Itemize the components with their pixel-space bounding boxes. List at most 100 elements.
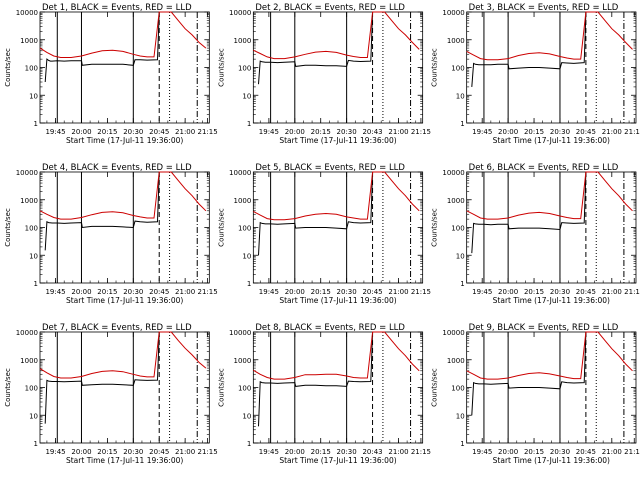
events-series-line [44,331,170,424]
y-tick-label: 10000 [16,9,38,17]
x-tick-label: 20:30 [123,128,143,136]
x-tick-label: 20:43 [362,448,382,456]
x-axis-label: Start Time (17-Jul-11 19:36:00) [493,136,610,145]
x-tick-label: 21:00 [175,128,195,136]
y-tick-label: 10000 [442,9,464,17]
x-tick-label: 21:15 [198,128,218,136]
x-axis-label: Start Time (17-Jul-11 19:36:00) [493,456,610,465]
y-tick-label: 1000 [20,37,38,45]
x-tick-label: 19:45 [472,448,492,456]
chart-title: Det 5, BLACK = Events, RED = LLD [255,163,405,173]
x-axis-label: Start Time (17-Jul-11 19:36:00) [279,456,396,465]
y-axis-label: Counts/sec [4,368,12,407]
x-tick-label: 20:15 [311,288,331,296]
x-tick-label: 20:00 [71,128,91,136]
y-tick-label: 10000 [442,169,464,177]
y-tick-label: 10 [242,92,251,100]
x-axis-label: Start Time (17-Jul-11 19:36:00) [279,136,396,145]
plot-frame [39,11,210,124]
x-tick-label: 20:00 [285,288,305,296]
x-tick-label: 20:45 [576,288,596,296]
lld-series-line [39,331,207,379]
plot-frame [466,171,637,284]
x-tick-label: 21:00 [602,448,622,456]
events-series-line [471,11,597,87]
x-tick-label: 21:15 [624,288,640,296]
plot-frame [466,11,637,124]
x-tick-label: 20:45 [362,288,382,296]
y-tick-label: 10000 [442,329,464,337]
lld-series-line [253,171,420,221]
y-tick-label: 1000 [447,357,465,365]
x-tick-label: 19:45 [45,288,65,296]
x-tick-label: 21:00 [388,448,408,456]
lld-series-line [39,11,207,58]
y-tick-label: 1 [34,280,38,288]
y-tick-label: 100 [451,65,464,73]
x-tick-label: 20:30 [123,448,143,456]
plot-frame [39,331,210,444]
events-series-line [44,11,170,83]
x-tick-label: 20:45 [576,128,596,136]
y-tick-label: 1 [247,280,251,288]
y-tick-label: 10 [456,412,465,420]
y-axis-label: Counts/sec [431,48,439,87]
y-tick-label: 1000 [20,197,38,205]
y-tick-label: 10000 [229,9,251,17]
y-tick-label: 10 [456,252,465,260]
x-tick-label: 20:00 [71,448,91,456]
y-axis-label: Counts/sec [431,368,439,407]
x-tick-label: 20:00 [498,288,518,296]
x-tick-label: 19:45 [45,448,65,456]
lld-series-line [466,331,633,380]
x-tick-label: 19:45 [472,288,492,296]
x-tick-label: 20:15 [97,128,117,136]
x-tick-label: 20:15 [97,448,117,456]
chart-title: Det 9, BLACK = Events, RED = LLD [469,323,619,333]
y-tick-label: 10 [456,92,465,100]
y-tick-label: 100 [451,385,464,393]
chart-title: Det 3, BLACK = Events, RED = LLD [469,3,619,13]
y-tick-label: 1 [247,120,251,128]
y-axis-label: Counts/sec [4,48,12,87]
x-tick-label: 20:30 [337,448,357,456]
x-tick-label: 21:15 [411,128,431,136]
chart-panel-det9: Det 9, BLACK = Events, RED = LLD 1 10 100 10… [431,323,640,465]
x-tick-label: 21:15 [624,128,640,136]
x-tick-label: 20:15 [311,448,331,456]
y-tick-label: 100 [451,225,464,233]
y-tick-label: 1 [34,120,38,128]
x-tick-label: 21:15 [624,448,640,456]
events-series-line [44,171,170,251]
y-tick-label: 10 [242,252,251,260]
x-tick-label: 19:45 [259,128,279,136]
x-tick-label: 20:45 [149,128,169,136]
y-tick-label: 100 [238,65,251,73]
x-tick-label: 20:15 [524,448,544,456]
y-tick-label: 1 [460,440,464,448]
chart-panel-det6: Det 6, BLACK = Events, RED = LLD 1 10 100 10… [431,163,640,305]
x-tick-label: 21:00 [602,128,622,136]
chart-panel-det4: Det 4, BLACK = Events, RED = LLD 1 10 100 10… [4,163,218,305]
chart-title: Det 6, BLACK = Events, RED = LLD [469,163,619,173]
x-tick-label: 20:15 [311,128,331,136]
x-tick-label: 21:00 [388,288,408,296]
y-tick-label: 10 [29,92,38,100]
x-tick-label: 21:00 [602,288,622,296]
y-tick-label: 1000 [447,197,465,205]
x-tick-label: 20:00 [498,448,518,456]
x-tick-label: 20:15 [524,288,544,296]
x-tick-label: 20:45 [576,448,596,456]
x-axis-label: Start Time (17-Jul-11 19:36:00) [66,296,183,305]
x-tick-label: 21:15 [198,448,218,456]
y-tick-label: 10 [242,412,251,420]
chart-panel-det8: Det 8, BLACK = Events, RED = LLD 1 10 100 10… [217,323,431,465]
x-tick-label: 19:45 [259,448,279,456]
events-series-line [258,331,383,427]
y-tick-label: 100 [238,225,251,233]
x-tick-label: 20:30 [337,288,357,296]
chart-title: Det 1, BLACK = Events, RED = LLD [42,3,192,13]
y-tick-label: 100 [25,225,38,233]
chart-title: Det 7, BLACK = Events, RED = LLD [42,323,192,333]
